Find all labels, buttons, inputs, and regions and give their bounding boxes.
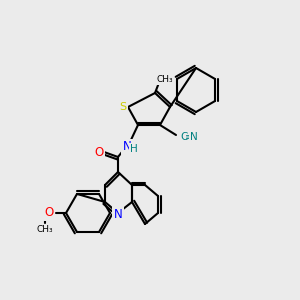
Text: H: H: [130, 144, 138, 154]
Text: S: S: [119, 102, 127, 112]
Text: CH₃: CH₃: [37, 226, 53, 235]
Text: CH₃: CH₃: [157, 76, 173, 85]
Text: C: C: [180, 132, 188, 142]
Text: O: O: [94, 146, 103, 158]
Text: N: N: [114, 208, 122, 220]
Text: ≡: ≡: [184, 132, 194, 142]
Text: N: N: [190, 132, 198, 142]
Text: O: O: [44, 206, 54, 220]
Text: N: N: [123, 140, 131, 154]
